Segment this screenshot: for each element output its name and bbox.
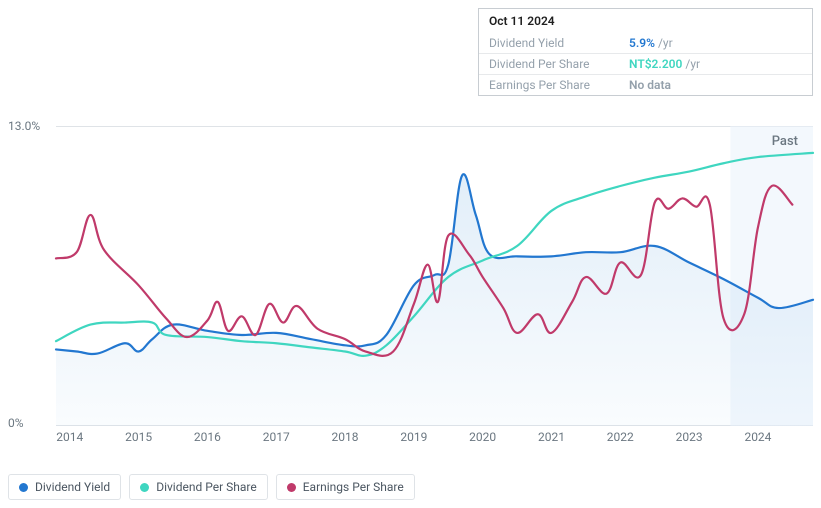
legend-label: Earnings Per Share xyxy=(303,480,404,494)
legend: Dividend Yield Dividend Per Share Earnings… xyxy=(8,474,415,500)
legend-label: Dividend Yield xyxy=(35,480,110,494)
legend-dot xyxy=(140,483,149,492)
tooltip-value: NT$2.200/yr xyxy=(629,57,700,71)
plot-area: Past xyxy=(56,126,813,426)
y-tick-upper: 13.0% xyxy=(8,119,52,133)
x-axis: 2014 2015 2016 2017 2018 2019 2020 2021 2022 2023… xyxy=(56,430,813,450)
x-tick: 2021 xyxy=(538,430,565,444)
x-tick: 2015 xyxy=(125,430,152,444)
x-tick: 2023 xyxy=(676,430,703,444)
tooltip-label: Dividend Per Share xyxy=(489,57,629,71)
x-tick: 2019 xyxy=(400,430,427,444)
legend-item[interactable]: Earnings Per Share xyxy=(276,474,415,500)
tooltip-date: Oct 11 2024 xyxy=(479,9,812,33)
x-tick: 2017 xyxy=(263,430,290,444)
x-tick: 2014 xyxy=(56,430,83,444)
x-tick: 2022 xyxy=(607,430,634,444)
tooltip-value: No data xyxy=(629,78,671,92)
y-tick-lower: 0% xyxy=(8,416,52,430)
legend-dot xyxy=(287,483,296,492)
tooltip-row: Earnings Per ShareNo data xyxy=(479,75,812,95)
x-tick: 2024 xyxy=(744,430,771,444)
area-fill xyxy=(56,174,813,426)
tooltip-unit: /yr xyxy=(685,57,700,71)
tooltip-label: Earnings Per Share xyxy=(489,78,629,92)
tooltip-row: Dividend Per ShareNT$2.200/yr xyxy=(479,54,812,75)
legend-item[interactable]: Dividend Per Share xyxy=(129,474,268,500)
legend-item[interactable]: Dividend Yield xyxy=(8,474,121,500)
tooltip-unit: /yr xyxy=(658,36,673,50)
legend-label: Dividend Per Share xyxy=(156,480,257,494)
legend-dot xyxy=(19,483,28,492)
past-label: Past xyxy=(772,134,798,149)
chart-svg xyxy=(56,126,813,426)
tooltip-row: Dividend Yield5.9%/yr xyxy=(479,33,812,54)
x-tick: 2018 xyxy=(332,430,359,444)
tooltip-label: Dividend Yield xyxy=(489,36,629,50)
tooltip-value: 5.9%/yr xyxy=(629,36,673,50)
x-tick: 2020 xyxy=(469,430,496,444)
dividend-chart: Oct 11 2024 Dividend Yield5.9%/yrDividen… xyxy=(8,8,813,500)
chart-tooltip: Oct 11 2024 Dividend Yield5.9%/yrDividen… xyxy=(478,8,813,96)
x-tick: 2016 xyxy=(194,430,221,444)
